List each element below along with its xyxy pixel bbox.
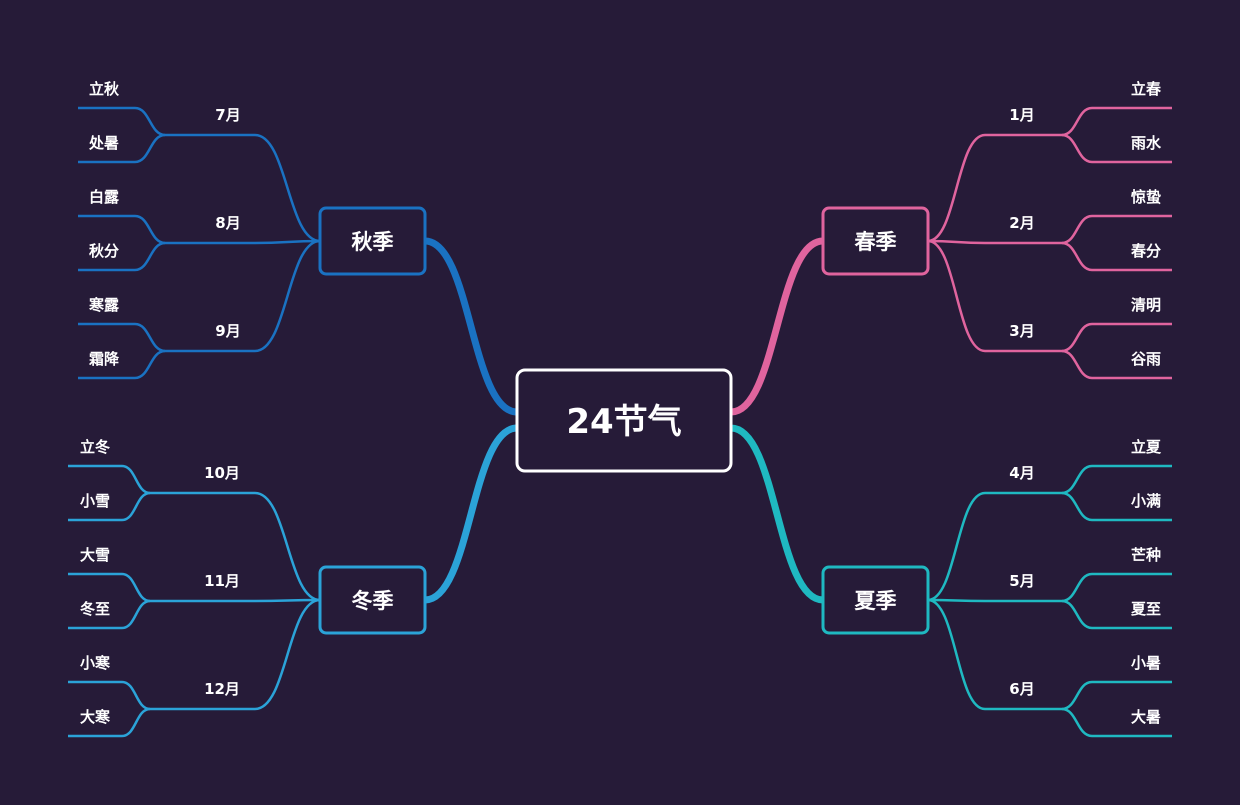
term-connector <box>78 214 166 245</box>
month-connector <box>927 491 1062 602</box>
month-connector <box>165 239 321 353</box>
month-label[interactable]: 11月 <box>204 572 240 590</box>
solar-term-label[interactable]: 冬至 <box>80 600 110 618</box>
month-label[interactable]: 2月 <box>1009 214 1034 232</box>
term-connector <box>1061 680 1172 711</box>
term-connector <box>78 106 166 137</box>
solar-term-label[interactable]: 霜降 <box>88 350 120 368</box>
term-connector <box>1061 572 1172 603</box>
root-node[interactable]: 24节气 <box>515 368 733 473</box>
solar-term-label[interactable]: 立冬 <box>80 438 110 456</box>
term-connector <box>1061 464 1172 495</box>
solar-term-label[interactable]: 春分 <box>1131 242 1161 260</box>
term-connector <box>78 133 166 164</box>
month-connector <box>927 598 1062 711</box>
term-connector <box>78 322 166 353</box>
term-connector <box>68 707 151 738</box>
solar-term-label[interactable]: 白露 <box>89 188 120 206</box>
month-connector <box>927 598 1062 603</box>
solar-term-label[interactable]: 秋分 <box>89 242 119 260</box>
term-connector <box>68 680 151 711</box>
solar-term-label[interactable]: 立秋 <box>89 80 120 98</box>
season-node-label: 春季 <box>855 230 897 254</box>
connectors <box>68 106 1172 738</box>
month-label[interactable]: 9月 <box>215 322 240 340</box>
solar-term-label[interactable]: 小寒 <box>80 654 111 672</box>
root-node-label: 24节气 <box>566 402 681 442</box>
season-node-label: 秋季 <box>352 230 394 254</box>
term-connector <box>1061 491 1172 522</box>
month-connector <box>165 239 321 245</box>
root-node-box <box>515 368 733 473</box>
solar-term-label[interactable]: 大雪 <box>80 546 110 564</box>
season-node-label: 夏季 <box>855 589 897 613</box>
month-connector <box>150 598 321 711</box>
solar-term-label[interactable]: 大寒 <box>80 708 111 726</box>
solar-term-label[interactable]: 芒种 <box>1131 546 1161 564</box>
term-connector <box>1061 241 1172 272</box>
month-label[interactable]: 12月 <box>204 680 240 698</box>
solar-term-label[interactable]: 清明 <box>1131 296 1161 314</box>
month-label[interactable]: 8月 <box>215 214 240 232</box>
month-label[interactable]: 10月 <box>204 464 240 482</box>
trunk-connector <box>421 237 521 416</box>
season-node-label: 冬季 <box>352 589 394 613</box>
solar-term-label[interactable]: 小雪 <box>80 492 110 510</box>
season-node-box <box>318 565 427 635</box>
term-connector <box>1061 214 1172 245</box>
solar-term-label[interactable]: 小暑 <box>1131 654 1161 672</box>
month-connector <box>927 133 1062 243</box>
season-node[interactable]: 夏季 <box>821 565 930 635</box>
term-connector <box>78 241 166 272</box>
term-connector <box>1061 349 1172 380</box>
month-connector <box>165 133 321 243</box>
season-node-box <box>821 565 930 635</box>
trunk-connector <box>727 424 827 604</box>
month-label[interactable]: 5月 <box>1009 572 1034 590</box>
solar-term-label[interactable]: 处暑 <box>88 134 119 152</box>
season-node-box <box>318 206 427 276</box>
solar-term-label[interactable]: 寒露 <box>89 296 120 314</box>
term-connector <box>1061 707 1172 738</box>
trunk-connector <box>727 237 827 416</box>
month-connector <box>150 491 321 602</box>
season-node[interactable]: 春季 <box>821 206 930 276</box>
season-node[interactable]: 秋季 <box>318 206 427 276</box>
solar-term-label[interactable]: 雨水 <box>1131 134 1162 152</box>
solar-term-label[interactable]: 大暑 <box>1131 708 1161 726</box>
term-connector <box>68 464 151 495</box>
solar-term-label[interactable]: 夏至 <box>1130 600 1161 618</box>
season-node[interactable]: 冬季 <box>318 565 427 635</box>
month-label[interactable]: 1月 <box>1009 106 1034 124</box>
term-connector <box>1061 599 1172 630</box>
month-label[interactable]: 4月 <box>1009 464 1034 482</box>
term-connector <box>1061 133 1172 164</box>
trunk-connector <box>421 424 521 604</box>
solar-term-label[interactable]: 小满 <box>1131 492 1161 510</box>
month-label[interactable]: 6月 <box>1009 680 1034 698</box>
season-node-box <box>821 206 930 276</box>
solar-term-label[interactable]: 立春 <box>1131 80 1161 98</box>
term-connector <box>68 599 151 630</box>
solar-term-label[interactable]: 谷雨 <box>1131 350 1161 368</box>
term-connector <box>1061 322 1172 353</box>
term-connector <box>68 491 151 522</box>
month-connector <box>150 598 321 603</box>
month-label[interactable]: 7月 <box>215 106 240 124</box>
solar-term-label[interactable]: 惊蛰 <box>1131 188 1161 206</box>
term-connector <box>1061 106 1172 137</box>
month-connector <box>927 239 1062 353</box>
month-label[interactable]: 3月 <box>1009 322 1034 340</box>
term-connector <box>78 349 166 380</box>
term-connector <box>68 572 151 603</box>
month-connector <box>927 239 1062 245</box>
solar-term-label[interactable]: 立夏 <box>1131 438 1162 456</box>
